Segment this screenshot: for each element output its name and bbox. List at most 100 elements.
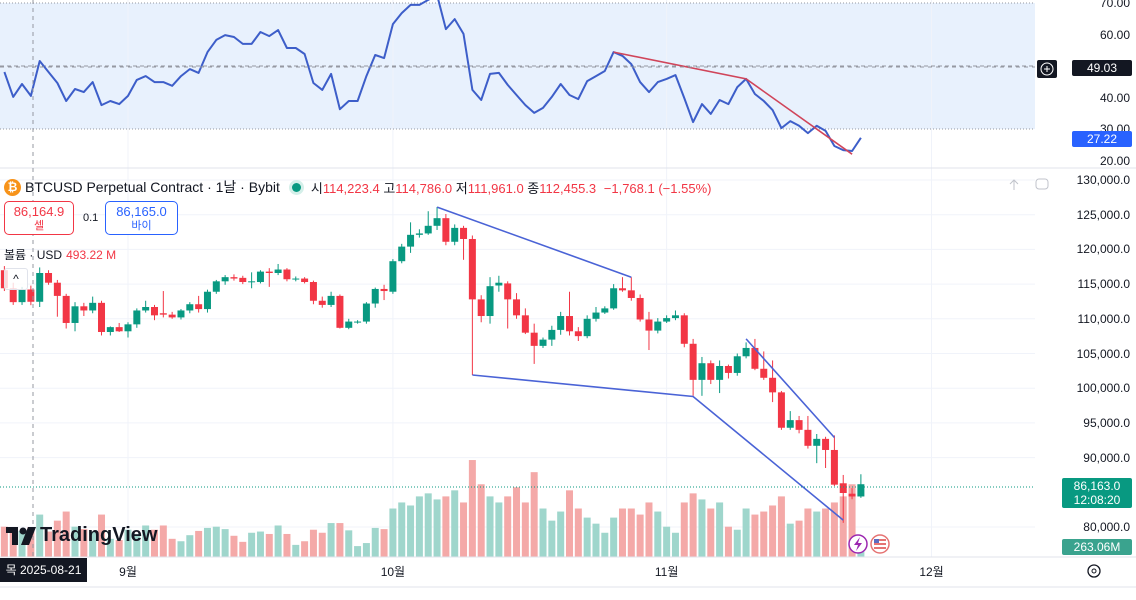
candle-body bbox=[159, 313, 167, 315]
candle-body bbox=[451, 227, 459, 242]
candle-body bbox=[716, 365, 724, 380]
candle-body bbox=[18, 289, 26, 303]
candle-body bbox=[115, 327, 123, 332]
collapse-legend-button[interactable]: ^ bbox=[4, 268, 28, 290]
trendline-drawings[interactable] bbox=[436, 51, 853, 521]
settings-icon[interactable] bbox=[1087, 564, 1101, 578]
candle-body bbox=[407, 234, 415, 247]
scroll-up-icon[interactable] bbox=[1009, 179, 1019, 190]
volume-bar bbox=[671, 532, 679, 557]
volume-bar bbox=[698, 499, 706, 557]
buy-button[interactable]: 86,165.0 바이 bbox=[105, 201, 178, 235]
candle-body bbox=[468, 238, 476, 300]
volume-bar bbox=[451, 490, 459, 557]
volume-bar bbox=[486, 496, 494, 557]
candle-body bbox=[654, 321, 662, 331]
candle-body bbox=[301, 278, 309, 283]
us-flag-event-icon[interactable] bbox=[870, 534, 890, 554]
volume-bar bbox=[495, 502, 503, 557]
candle-body bbox=[186, 304, 194, 311]
volume-label: 볼륨 · USD bbox=[4, 248, 63, 262]
volume-bar bbox=[689, 493, 697, 557]
volume-bar bbox=[389, 508, 397, 557]
price-axis-label: 110,000.0 bbox=[1077, 311, 1131, 326]
candle-body bbox=[839, 483, 847, 493]
price-axis-label: 115,000.0 bbox=[1077, 277, 1131, 292]
volume-bar bbox=[751, 514, 759, 557]
time-axis-label: 10월 bbox=[380, 565, 406, 579]
candle-body bbox=[380, 288, 388, 292]
volume-bar bbox=[371, 527, 379, 557]
volume-bar bbox=[424, 493, 432, 557]
candle-body bbox=[292, 278, 300, 280]
volume-legend[interactable]: 볼륨 · USD 493.22 M bbox=[4, 246, 116, 263]
volume-bar bbox=[724, 526, 732, 557]
volume-bar bbox=[398, 502, 406, 557]
candle-body bbox=[601, 308, 609, 313]
candle-body bbox=[71, 306, 79, 323]
sell-button[interactable]: 86,164.9 셀 bbox=[4, 201, 74, 235]
volume-bar bbox=[301, 541, 309, 557]
volume-bar bbox=[460, 502, 468, 557]
rsi-axis-label: 70.00 bbox=[1099, 0, 1130, 10]
candle-body bbox=[265, 271, 273, 273]
volume-bar bbox=[777, 496, 785, 557]
volume-bar bbox=[468, 460, 476, 557]
volume-bar bbox=[415, 496, 423, 557]
rsi-axis-label: 40.00 bbox=[1099, 90, 1130, 105]
candle-body bbox=[221, 277, 229, 282]
bar-countdown: 12:08:20 bbox=[1073, 493, 1121, 507]
close-value: 112,455.3 bbox=[539, 180, 597, 196]
volume-bar bbox=[636, 514, 644, 557]
candle-body bbox=[230, 277, 238, 279]
volume-bar bbox=[557, 511, 565, 557]
symbol-legend[interactable]: ₿ BTCUSD Perpetual Contract · 1날 · Bybit… bbox=[4, 177, 711, 197]
candle-body bbox=[442, 218, 450, 242]
maximize-pane-icon[interactable] bbox=[1035, 178, 1049, 190]
add-alert-button[interactable] bbox=[1037, 60, 1057, 78]
volume-bar bbox=[292, 544, 300, 557]
close-label: 종 bbox=[527, 180, 540, 196]
volume-bar bbox=[0, 526, 8, 557]
candle-body bbox=[592, 312, 600, 319]
symbol-title[interactable]: BTCUSD Perpetual Contract · 1날 · Bybit bbox=[25, 179, 280, 195]
high-label: 고 bbox=[383, 180, 396, 196]
candle-body bbox=[822, 438, 830, 450]
volume-bars bbox=[0, 460, 865, 557]
candle-body bbox=[203, 291, 211, 310]
volume-bar bbox=[548, 520, 556, 557]
candle-body bbox=[636, 297, 644, 320]
volume-bar bbox=[71, 526, 79, 557]
candle-body bbox=[574, 331, 582, 337]
volume-bar bbox=[80, 529, 88, 557]
volume-bar bbox=[203, 527, 211, 557]
candle-body bbox=[689, 343, 697, 380]
lightning-event-icon[interactable] bbox=[848, 534, 868, 554]
volume-bar bbox=[45, 531, 53, 557]
candle-body bbox=[742, 347, 750, 357]
candle-body bbox=[804, 429, 812, 446]
volume-bar bbox=[513, 487, 521, 557]
candles bbox=[0, 207, 865, 523]
volume-bar bbox=[168, 538, 176, 557]
volume-bar bbox=[318, 532, 326, 557]
low-value: 111,961.0 bbox=[467, 180, 524, 196]
volume-bar bbox=[574, 508, 582, 557]
volume-bar bbox=[733, 529, 741, 557]
volume-bar bbox=[813, 511, 821, 557]
candle-body bbox=[486, 286, 494, 317]
candle-body bbox=[795, 420, 803, 430]
time-axis-label: 12월 bbox=[919, 565, 944, 579]
price-axis-label: 105,000.0 bbox=[1076, 346, 1130, 361]
volume-bar bbox=[212, 526, 220, 557]
volume-bar bbox=[786, 523, 794, 557]
trendline bbox=[613, 51, 853, 155]
rsi-line bbox=[3, 0, 862, 152]
candle-body bbox=[133, 310, 141, 325]
candle-body bbox=[327, 295, 335, 305]
candle-body bbox=[415, 233, 423, 235]
spread: 0.1 bbox=[83, 212, 99, 224]
tradingview-logo[interactable]: TradingView bbox=[6, 524, 157, 547]
candle-body bbox=[680, 315, 688, 344]
